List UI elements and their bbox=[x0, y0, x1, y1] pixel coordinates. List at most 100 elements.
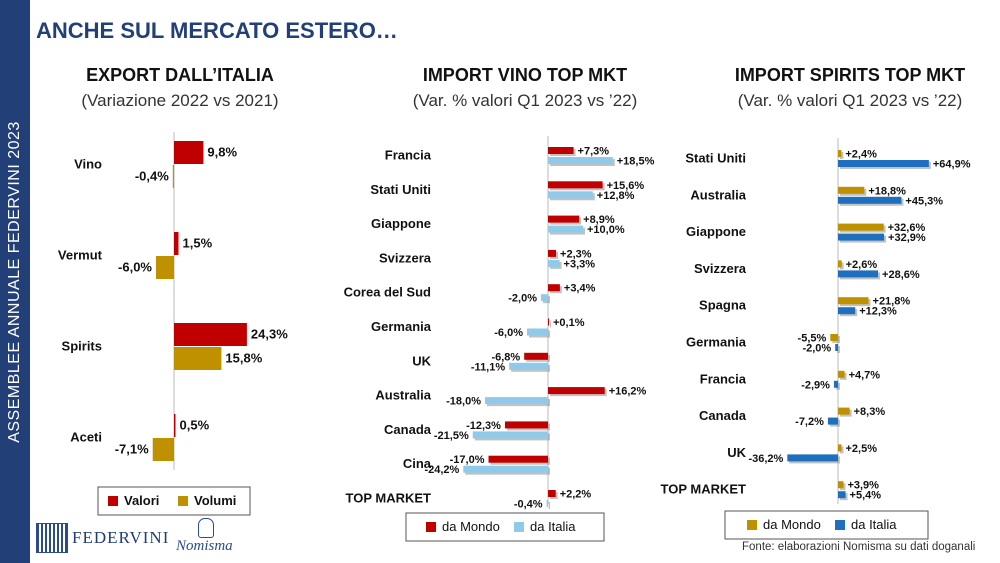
bar-series1-cina bbox=[488, 455, 548, 463]
bar-series2-aceti bbox=[152, 438, 174, 461]
bar-series1-corea-del-sud bbox=[548, 284, 560, 292]
bar-series1-spagna bbox=[838, 297, 869, 305]
category-label-giappone: Giappone bbox=[686, 224, 746, 239]
bar-series2-svizzera bbox=[838, 270, 879, 278]
data-label-series2-germania: -2,0% bbox=[802, 343, 831, 355]
bar-series1-giappone bbox=[838, 223, 884, 231]
bar-series1-australia bbox=[838, 186, 865, 194]
data-label-series2-canada: -7,2% bbox=[795, 416, 824, 428]
bar-series1-australia bbox=[548, 387, 605, 395]
data-label-series2-australia: +45,3% bbox=[905, 195, 943, 207]
bar-series1-uk bbox=[524, 352, 548, 360]
data-label-series1-svizzera: +2,3% bbox=[560, 248, 592, 260]
data-label-series2-svizzera: +3,3% bbox=[564, 258, 596, 270]
legend-swatch-da-italia bbox=[514, 522, 524, 532]
data-label-series2-germania: -6,0% bbox=[494, 327, 523, 339]
export-chart: Vino 9,8% -0,4% Vermut 1,5% -6,0% Spirits 24,3%… bbox=[58, 132, 288, 516]
category-label-germania: Germania bbox=[686, 335, 747, 350]
bar-series1-canada bbox=[838, 407, 850, 415]
category-label-uk: UK bbox=[412, 353, 431, 368]
data-label-series1-aceti: 0,5% bbox=[180, 418, 210, 433]
export-subtitle: (Variazione 2022 vs 2021) bbox=[81, 91, 279, 110]
bar-series2-vino bbox=[172, 165, 174, 188]
category-label-germania: Germania bbox=[371, 319, 432, 334]
category-label-svizzera: Svizzera bbox=[379, 250, 432, 265]
data-label-series2-spagna: +12,3% bbox=[859, 306, 897, 318]
category-label-stati-uniti: Stati Uniti bbox=[370, 182, 431, 197]
data-label-series1-svizzera: +2,6% bbox=[846, 259, 878, 271]
bar-series2-germania bbox=[835, 344, 838, 351]
category-label-australia: Australia bbox=[690, 187, 746, 202]
category-label-stati-uniti: Stati Uniti bbox=[685, 151, 746, 166]
category-label-canada: Canada bbox=[384, 422, 432, 437]
bar-series2-spagna bbox=[838, 307, 856, 315]
data-label-series1-australia: +18,8% bbox=[868, 185, 906, 197]
category-label-uk: UK bbox=[727, 445, 746, 460]
data-label-series2-spirits: 15,8% bbox=[225, 351, 262, 366]
category-label-spagna: Spagna bbox=[699, 298, 747, 313]
category-label-spirits: Spirits bbox=[62, 339, 102, 354]
data-label-series1-germania: -5,5% bbox=[798, 333, 827, 345]
bar-series1-aceti bbox=[174, 414, 176, 437]
category-label-top-market: TOP MARKET bbox=[346, 491, 432, 506]
data-label-series2-stati-uniti: +64,9% bbox=[933, 159, 971, 171]
legend-label-da-italia: da Italia bbox=[530, 519, 576, 534]
bar-series2-giappone bbox=[838, 233, 885, 241]
data-label-series1-top-market: +3,9% bbox=[847, 480, 879, 492]
bar-series2-canada bbox=[472, 431, 548, 439]
data-label-series2-giappone: +10,0% bbox=[587, 224, 625, 236]
data-label-series2-stati-uniti: +12,8% bbox=[597, 190, 635, 202]
bar-series1-svizzera bbox=[548, 249, 557, 257]
bar-series2-francia bbox=[548, 157, 613, 164]
bar-series1-germania bbox=[830, 334, 838, 341]
data-label-series2-svizzera: +28,6% bbox=[882, 269, 920, 281]
bar-shadow-series2-germania bbox=[837, 346, 840, 353]
bar-series2-spirits bbox=[174, 347, 222, 370]
sidebar-band: ASSEMBLEE ANNUALE FEDERVINI 2023 bbox=[0, 0, 30, 563]
data-label-series2-top-market: -0,4% bbox=[514, 499, 543, 511]
data-label-series1-vino: 9,8% bbox=[207, 145, 237, 160]
bar-series2-svizzera bbox=[548, 259, 560, 267]
data-label-series2-cina: -24,2% bbox=[424, 464, 459, 476]
nomisma-seal-icon bbox=[198, 518, 214, 538]
bar-shadow-series1-uk bbox=[840, 446, 844, 454]
bar-series1-vermut bbox=[174, 232, 179, 255]
bar-series1-uk bbox=[838, 444, 842, 452]
data-label-series1-vermut: 1,5% bbox=[183, 236, 213, 251]
bar-series2-top-market bbox=[546, 500, 548, 507]
data-label-series2-vino: -0,4% bbox=[135, 169, 169, 184]
bar-series2-corea-del-sud bbox=[541, 294, 548, 302]
bar-series2-cina bbox=[463, 465, 548, 473]
data-label-series1-spirits: 24,3% bbox=[251, 327, 288, 342]
category-label-vermut: Vermut bbox=[58, 248, 103, 263]
bar-series1-giappone bbox=[548, 215, 580, 223]
legend-swatch-da-italia bbox=[835, 520, 845, 530]
bar-series2-stati-uniti bbox=[548, 191, 593, 199]
data-label-series2-giappone: +32,9% bbox=[888, 232, 926, 244]
data-label-series1-germania: +0,1% bbox=[553, 317, 585, 329]
bar-series2-uk bbox=[509, 362, 548, 370]
bar-series1-svizzera bbox=[838, 260, 842, 268]
data-label-series2-uk: -11,1% bbox=[471, 361, 505, 373]
bar-series2-top-market bbox=[838, 491, 846, 499]
data-label-series1-corea-del-sud: +3,4% bbox=[564, 283, 596, 295]
federvini-wordmark: FEDERVINI bbox=[72, 528, 170, 547]
category-label-francia: Francia bbox=[700, 371, 747, 386]
legend-label-volumi: Volumi bbox=[194, 493, 236, 508]
data-label-series1-spagna: +21,8% bbox=[873, 296, 911, 308]
federvini-emblem-icon bbox=[36, 523, 68, 553]
data-label-series2-francia: -2,9% bbox=[801, 379, 830, 391]
data-label-series1-stati-uniti: +2,4% bbox=[845, 149, 877, 161]
bar-series1-vino bbox=[174, 141, 204, 164]
legend-box bbox=[405, 512, 605, 542]
bar-series2-francia bbox=[833, 380, 838, 388]
bar-series1-top-market bbox=[838, 481, 844, 489]
bar-series2-australia bbox=[485, 397, 548, 405]
bar-series1-stati-uniti bbox=[838, 150, 842, 157]
bar-series1-canada bbox=[504, 421, 548, 429]
data-label-series1-cina: -17,0% bbox=[450, 454, 485, 466]
category-label-francia: Francia bbox=[385, 148, 432, 163]
data-label-series1-canada: +8,3% bbox=[854, 406, 886, 418]
legend-swatch-da-mondo bbox=[747, 520, 757, 530]
vino-title: IMPORT VINO TOP MKT bbox=[422, 65, 628, 85]
